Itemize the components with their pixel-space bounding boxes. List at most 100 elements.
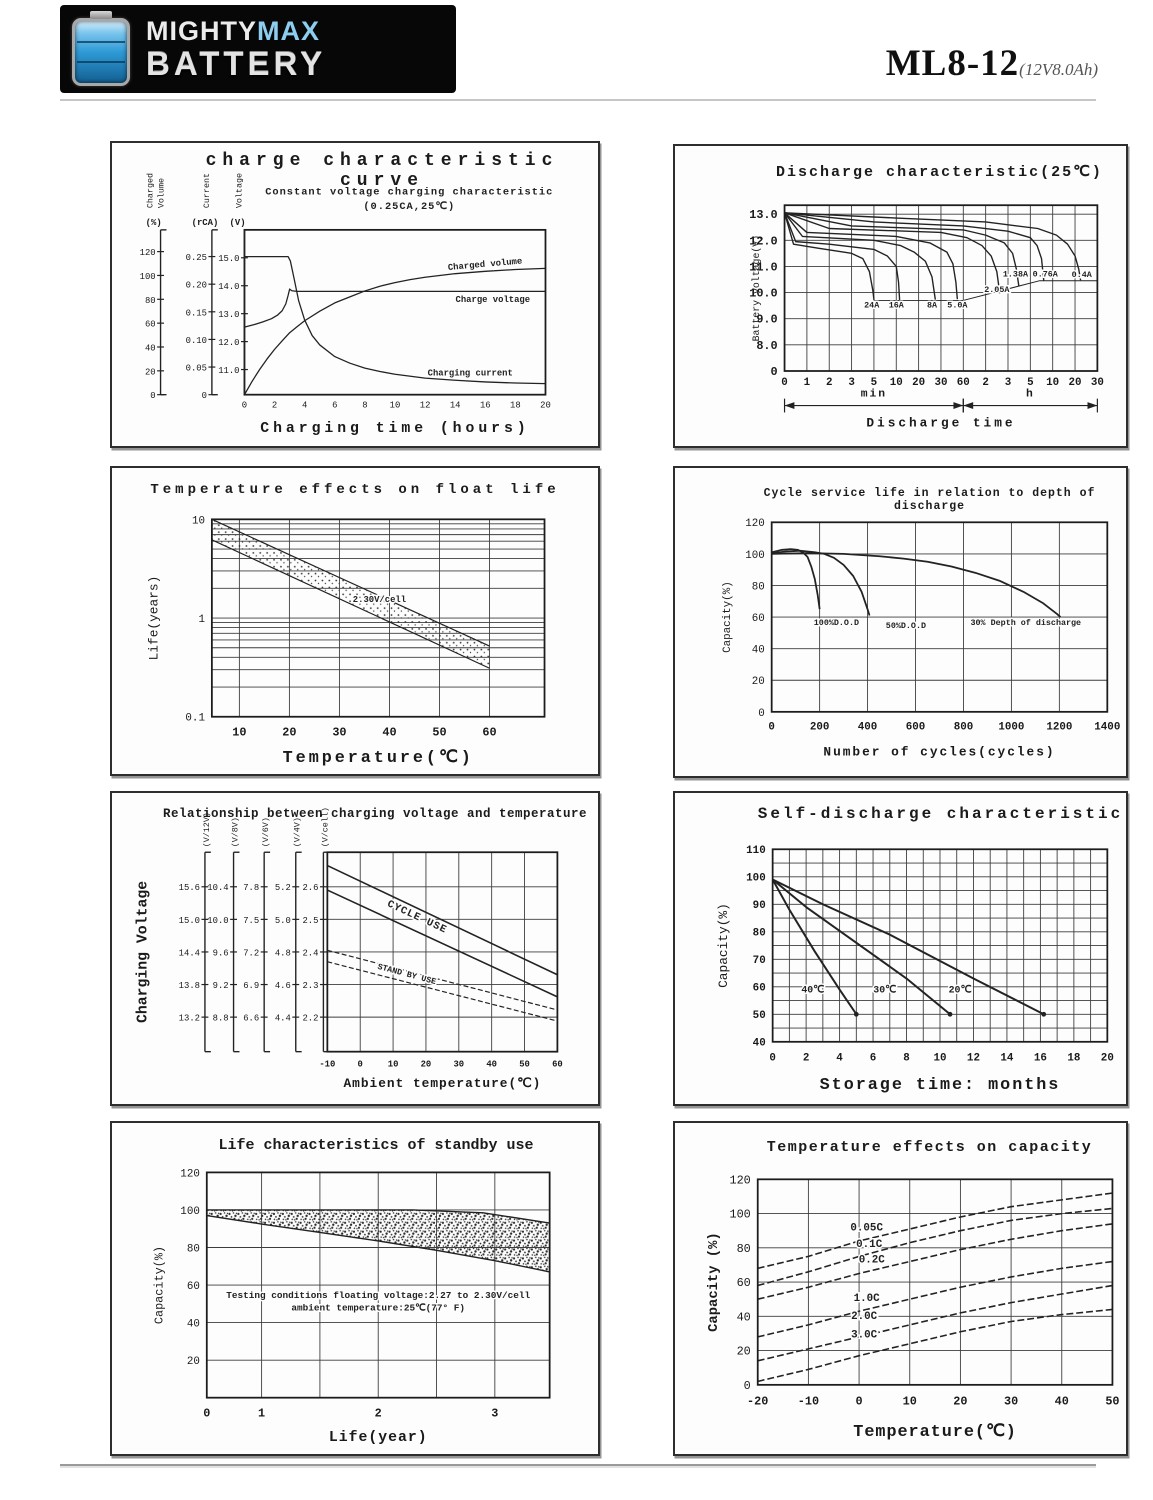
svg-text:15.0: 15.0 [218, 254, 239, 264]
svg-text:7.8: 7.8 [243, 883, 259, 893]
model-title: ML8-12(12V8.0Ah) [886, 42, 1098, 85]
svg-text:0.1: 0.1 [185, 713, 205, 725]
svg-text:12.0: 12.0 [749, 234, 777, 248]
svg-text:50: 50 [432, 726, 446, 740]
svg-text:13.0: 13.0 [749, 208, 777, 222]
svg-text:50: 50 [753, 1010, 766, 1022]
battery-icon [72, 11, 130, 86]
svg-text:Capacity (%): Capacity (%) [706, 1232, 722, 1332]
chart-content-6: 0 1 2 3 Life(year) 20 40 60 80 100 120 Capacity(%) T… [152, 1168, 551, 1446]
chart-title: Discharge characteristic(25℃) [776, 164, 1103, 181]
svg-text:(V/cell): (V/cell) [320, 807, 330, 847]
svg-text:3: 3 [848, 377, 855, 389]
annotation: 0.1C [856, 1239, 883, 1251]
self-discharge-chart: 0 2 4 6 8 10 12 14 16 18 20 Storage time: months 40 5… [716, 845, 1114, 1095]
chart-content-7: -20 -10 0 10 20 30 40 50 Temperature(℃) 0 20 40 60 80… [706, 1173, 1119, 1442]
svg-text:12.0: 12.0 [218, 338, 239, 348]
chart-panel-cycle-life: Cycle service life in relation to depth … [673, 466, 1128, 778]
svg-text:2: 2 [272, 401, 277, 411]
annotation: 3.0C [851, 1330, 878, 1342]
series-5.0A [784, 212, 959, 300]
svg-text:(V/4V): (V/4V) [293, 817, 303, 847]
svg-text:6: 6 [870, 1053, 877, 1065]
battery-segment-line [77, 41, 125, 44]
svg-text:1000: 1000 [998, 722, 1024, 734]
annotation: 30℃ [873, 984, 896, 995]
series-0.1C [757, 1207, 1113, 1287]
chart-panel-discharge-characteristic: Discharge characteristic(25℃) 0 1 2 3 5 10 20 3… [673, 144, 1128, 448]
annotation: 0.76A [1033, 269, 1059, 279]
svg-text:600: 600 [906, 722, 926, 734]
brand-logo: MIGHTYMAX BATTERY [60, 5, 456, 93]
svg-text:1: 1 [804, 377, 811, 389]
chart-title: Temperature effects on float life [150, 482, 560, 498]
svg-text:2.2: 2.2 [302, 1014, 318, 1024]
series-charged-volume [243, 267, 546, 395]
series-20C [772, 878, 1045, 1016]
svg-text:0: 0 [771, 365, 778, 379]
svg-text:12: 12 [420, 401, 431, 411]
chart-panel-charge-characteristic: charge characteristic curve 0 2 4 6 8 10 12 14 1… [110, 141, 600, 448]
standby-life-band [206, 1209, 550, 1272]
series-dod-30 [771, 552, 1062, 618]
series-0.4A [784, 212, 1082, 281]
svg-text:50: 50 [519, 1059, 530, 1069]
svg-text:14: 14 [450, 401, 461, 411]
svg-text:60: 60 [187, 1281, 200, 1293]
annotation: 0.2C [859, 1254, 886, 1266]
svg-text:2: 2 [982, 377, 989, 389]
annotation: Constant voltage charging characteristic [265, 186, 553, 198]
standby-life-band-upper [206, 1209, 550, 1224]
series-0.05C [757, 1192, 1113, 1270]
svg-text:5: 5 [1027, 377, 1034, 389]
svg-text:60: 60 [752, 613, 765, 625]
chart-content-1: 0 1 2 3 5 10 20 30 60 2 3 5 10 20 30 0 8.0 9.0 10.0 11.0 12.… [749, 204, 1104, 430]
svg-text:9.6: 9.6 [213, 948, 229, 958]
svg-text:2.3: 2.3 [302, 981, 318, 991]
svg-text:h: h [1026, 389, 1035, 401]
svg-text:100: 100 [140, 272, 156, 282]
svg-text:5.2: 5.2 [275, 883, 291, 893]
svg-text:110: 110 [746, 845, 766, 857]
svg-text:40: 40 [187, 1319, 200, 1331]
series-3.0C [757, 1308, 1113, 1383]
svg-text:100: 100 [180, 1206, 200, 1218]
chart-title: Self-discharge characteristic [757, 805, 1124, 823]
annotation: 24A [864, 301, 880, 311]
svg-text:13.0: 13.0 [218, 310, 239, 320]
svg-text:6.6: 6.6 [243, 1014, 259, 1024]
svg-text:800: 800 [954, 722, 974, 734]
annotation: STAND BY USE [376, 962, 437, 987]
model-number: ML8-12 [885, 43, 1020, 84]
svg-text:-10: -10 [319, 1059, 335, 1069]
svg-text:18: 18 [1067, 1053, 1080, 1065]
annotation: 0.05C [850, 1223, 883, 1235]
chart-panel-self-discharge: Self-discharge characteristic 0 2 4 6 8 10 12 1… [673, 791, 1128, 1106]
svg-text:10.0: 10.0 [749, 287, 777, 301]
chart-panel-float-life: Temperature effects on float life 10 20 30… [110, 466, 600, 776]
annotation: 16A [889, 301, 905, 311]
svg-text:20: 20 [752, 676, 765, 688]
series-dod-100 [771, 548, 821, 610]
logo-word-mighty: MIGHTY [146, 16, 257, 46]
svg-text:8.8: 8.8 [213, 1014, 229, 1024]
svg-text:Capacity(%): Capacity(%) [722, 581, 734, 653]
series-cycle-use-upper [327, 864, 558, 976]
standby-life-band-lower [206, 1214, 550, 1273]
float-life-band [211, 519, 490, 669]
svg-text:9.0: 9.0 [756, 313, 777, 327]
svg-text:Temperature(℃): Temperature(℃) [283, 749, 474, 768]
svg-text:1: 1 [198, 614, 205, 626]
series-40C [771, 879, 858, 1015]
series-cycle-use-lower [327, 889, 558, 998]
svg-text:60: 60 [737, 1276, 751, 1290]
model-spec: (12V8.0Ah) [1019, 60, 1098, 79]
chart-panel-temperature-capacity: Temperature effects on capacity -20 -10 0 1… [673, 1121, 1128, 1456]
svg-text:8.0: 8.0 [756, 339, 777, 353]
svg-text:11.0: 11.0 [749, 260, 777, 274]
annotation: 20℃ [949, 984, 972, 995]
svg-text:11.0: 11.0 [218, 366, 239, 376]
svg-text:0: 0 [358, 1059, 363, 1069]
annotation: 8A [927, 301, 938, 311]
